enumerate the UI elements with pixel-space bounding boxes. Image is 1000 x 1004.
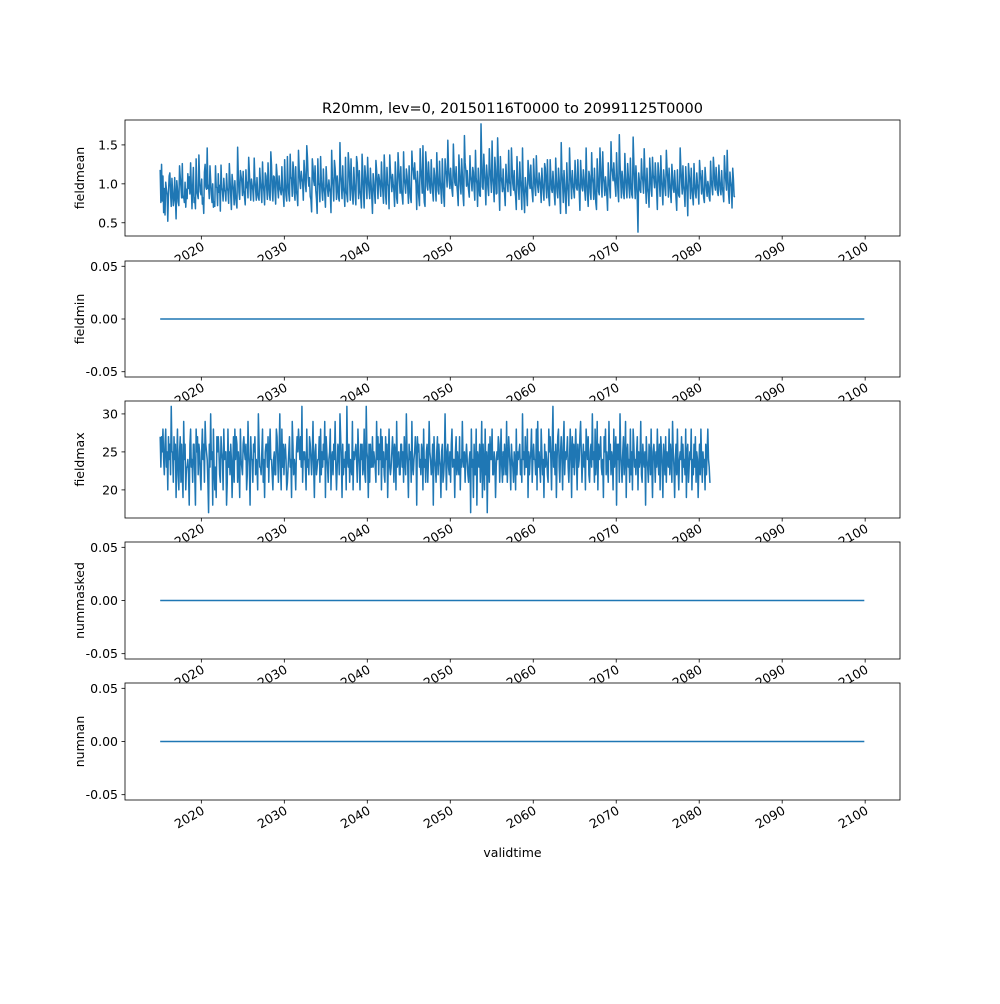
y-tick-label: 0.00 xyxy=(90,593,118,608)
axes-frame xyxy=(124,119,901,237)
y-axis-label: nummasked xyxy=(72,562,87,639)
y-axis-label: fieldmin xyxy=(72,294,87,345)
y-axis-label: fieldmax xyxy=(72,432,87,486)
x-tick-label: 2040 xyxy=(338,803,373,832)
x-tick-label: 2100 xyxy=(836,803,871,832)
y-tick-label: -0.05 xyxy=(86,787,118,802)
subplot-5: -0.05 0.00 0.05 2020 2030 2040 2050 2060 2070 208… xyxy=(72,681,901,832)
x-tick-label: 2060 xyxy=(504,803,539,832)
y-tick-label: 20 xyxy=(102,482,118,497)
y-tick-label: 0.05 xyxy=(90,259,118,274)
y-tick-label: -0.05 xyxy=(86,646,118,661)
y-tick-label: -0.05 xyxy=(86,364,118,379)
x-axis-label: validtime xyxy=(483,845,541,860)
y-tick-label: 1.5 xyxy=(98,137,118,152)
y-tick-label: 25 xyxy=(102,444,118,459)
y-axis-label: numnan xyxy=(72,716,87,768)
x-tick-label: 2070 xyxy=(587,803,622,832)
series-line-fieldmax xyxy=(159,405,711,514)
y-tick-label: 0.5 xyxy=(98,215,118,230)
x-tick-label: 2030 xyxy=(255,803,290,832)
y-tick-label: 0.05 xyxy=(90,540,118,555)
y-tick-label: 0.05 xyxy=(90,681,118,696)
y-tick-label: 0.00 xyxy=(90,312,118,327)
y-tick-label: 30 xyxy=(102,406,118,421)
series-line-fieldmean xyxy=(159,123,736,233)
x-tick-label: 2050 xyxy=(421,803,456,832)
y-tick-label: 0.00 xyxy=(90,734,118,749)
x-tick-label: 2080 xyxy=(670,803,705,832)
x-tick-label: 2090 xyxy=(753,803,788,832)
x-tick-label: 2020 xyxy=(172,803,207,832)
y-tick-label: 1.0 xyxy=(98,176,118,191)
chart-title: R20mm, lev=0, 20150116T0000 to 20991125T… xyxy=(322,101,703,117)
axes-frame xyxy=(124,400,901,519)
y-axis-label: fieldmean xyxy=(72,147,87,209)
